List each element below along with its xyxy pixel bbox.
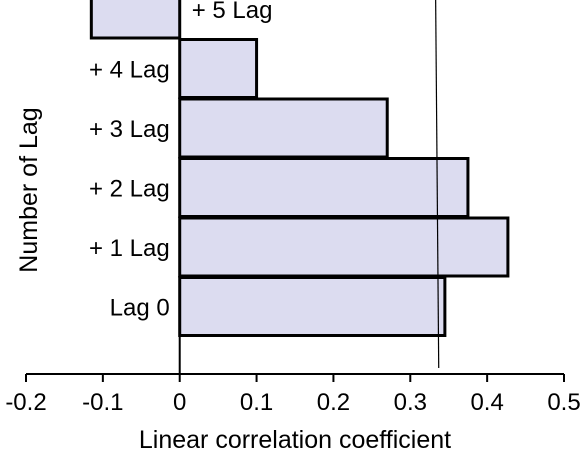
bar-2-lag — [178, 157, 470, 218]
x-tick-label: -0.1 — [82, 389, 123, 416]
bar-5-lag — [89, 0, 182, 40]
y-axis-title: Number of Lag — [15, 107, 43, 272]
reference-line — [435, 0, 440, 369]
x-axis-title: Linear correlation coefficient — [139, 426, 451, 453]
x-tick-label: -0.2 — [5, 389, 46, 416]
bar-3-lag — [178, 97, 389, 159]
category-label: + 4 Lag — [89, 57, 170, 84]
category-label: + 5 Lag — [192, 0, 273, 24]
x-tick-label: 0.2 — [317, 389, 350, 416]
category-label: + 1 Lag — [89, 235, 170, 262]
category-labels: + 5 Lag + 4 Lag + 3 Lag + 2 Lag + 1 Lag Lag 0 — [89, 0, 273, 322]
bars — [89, 0, 510, 337]
category-label: + 2 Lag — [89, 176, 170, 203]
bar-1-lag — [178, 216, 510, 278]
reference-line-group — [435, 0, 440, 369]
x-tick-label: 0 — [173, 389, 186, 416]
category-label: Lag 0 — [110, 295, 170, 322]
x-tick-label: 0.5 — [547, 389, 580, 416]
bar-lag-0 — [178, 276, 447, 337]
category-label: + 3 Lag — [89, 116, 170, 143]
x-tick-label: 0.3 — [394, 389, 427, 416]
x-tick-label: 0.4 — [470, 389, 503, 416]
bar-4-lag — [178, 38, 259, 99]
x-axis: -0.2 -0.1 0 0.1 0.2 0.3 0.4 0.5 — [5, 0, 581, 416]
x-tick-label: 0.1 — [240, 389, 273, 416]
